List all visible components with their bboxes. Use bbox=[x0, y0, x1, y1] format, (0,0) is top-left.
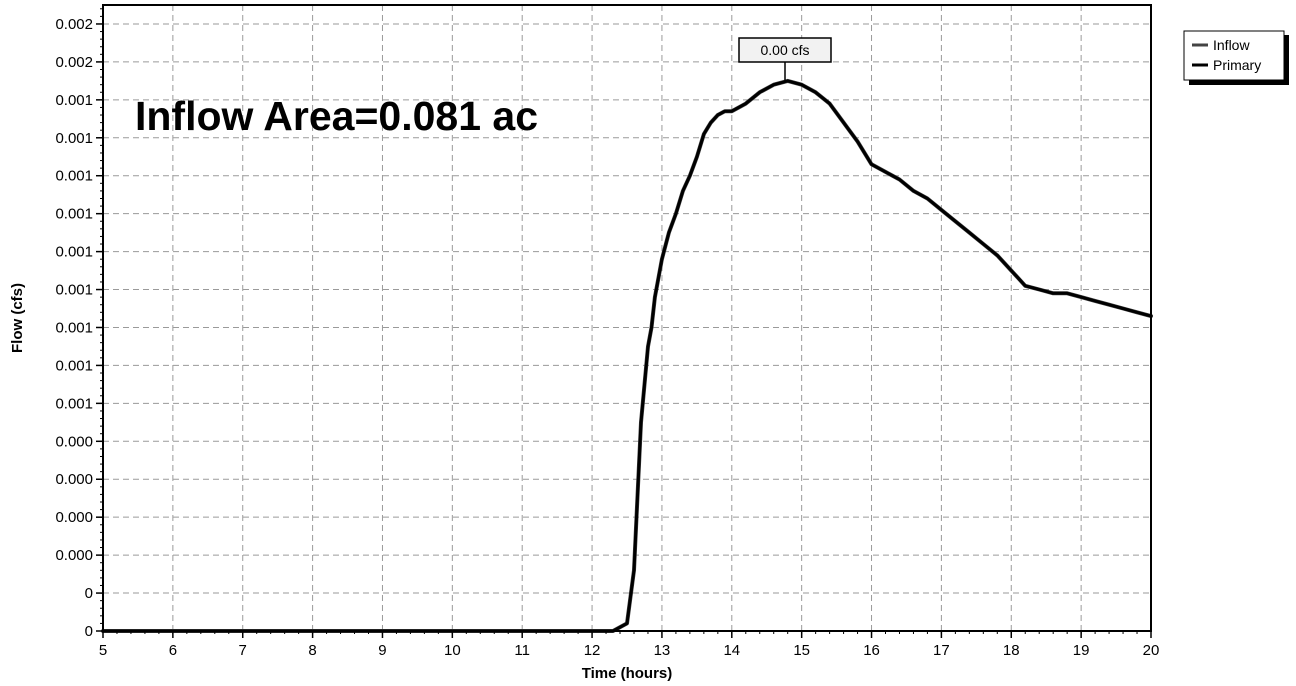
y-tick-label: 0.000 bbox=[55, 509, 93, 526]
peak-callout-label: 0.00 cfs bbox=[760, 42, 809, 58]
series-layer bbox=[101, 78, 1153, 633]
x-tick-label: 7 bbox=[239, 642, 247, 659]
x-tick-label: 14 bbox=[723, 642, 740, 659]
y-tick-label: 0.001 bbox=[55, 130, 93, 147]
x-tick-label: 15 bbox=[793, 642, 810, 659]
y-tick-label: 0 bbox=[85, 623, 93, 640]
y-tick-label: 0.000 bbox=[55, 433, 93, 450]
y-tick-label: 0.001 bbox=[55, 282, 93, 299]
y-tick-label: 0.000 bbox=[55, 547, 93, 564]
y-tick-label: 0.001 bbox=[55, 319, 93, 336]
y-axis-label: Flow (cfs) bbox=[9, 283, 26, 353]
x-tick-label: 5 bbox=[99, 642, 107, 659]
x-tick-label: 17 bbox=[933, 642, 950, 659]
y-axis: 0 0 0.000 0.000 0.000 0.000 0.001 0.001 0.001 0.0… bbox=[55, 8, 103, 640]
x-tick-label: 20 bbox=[1143, 642, 1160, 659]
y-tick-label: 0.000 bbox=[55, 471, 93, 488]
plot-frame bbox=[102, 4, 1152, 632]
y-tick-label: 0 bbox=[85, 585, 93, 602]
x-tick-label: 18 bbox=[1003, 642, 1020, 659]
inflow-area-annotation: Inflow Area=0.081 ac bbox=[135, 93, 538, 139]
y-tick-label: 0.001 bbox=[55, 244, 93, 261]
x-tick-label: 13 bbox=[654, 642, 671, 659]
legend-label-inflow: Inflow bbox=[1213, 37, 1250, 53]
y-tick-label: 0.001 bbox=[55, 395, 93, 412]
x-tick-label: 19 bbox=[1073, 642, 1090, 659]
x-tick-label: 12 bbox=[584, 642, 601, 659]
y-tick-label: 0.001 bbox=[55, 357, 93, 374]
peak-callout: 0.00 cfs bbox=[738, 37, 832, 81]
series-line-primary bbox=[101, 79, 1153, 633]
x-tick-label: 8 bbox=[308, 642, 316, 659]
x-axis: 5 6 7 8 9 10 11 12 13 14 15 16 17 18 19 20 bbox=[99, 631, 1160, 659]
peak-callout-box bbox=[738, 37, 832, 63]
legend-box bbox=[1183, 30, 1285, 81]
y-tick-label: 0.002 bbox=[55, 54, 93, 71]
y-tick-label: 0.001 bbox=[55, 206, 93, 223]
x-axis-label: Time (hours) bbox=[582, 665, 673, 682]
x-tick-label: 6 bbox=[169, 642, 177, 659]
y-tick-label: 0.001 bbox=[55, 168, 93, 185]
x-tick-label: 11 bbox=[514, 642, 530, 659]
x-tick-label: 10 bbox=[444, 642, 461, 659]
legend-label-primary: Primary bbox=[1213, 57, 1261, 73]
legend: Inflow Primary bbox=[1183, 30, 1289, 85]
y-tick-label: 0.001 bbox=[55, 92, 93, 109]
x-tick-label: 16 bbox=[863, 642, 880, 659]
y-tick-label: 0.002 bbox=[55, 16, 93, 33]
x-tick-label: 9 bbox=[378, 642, 386, 659]
